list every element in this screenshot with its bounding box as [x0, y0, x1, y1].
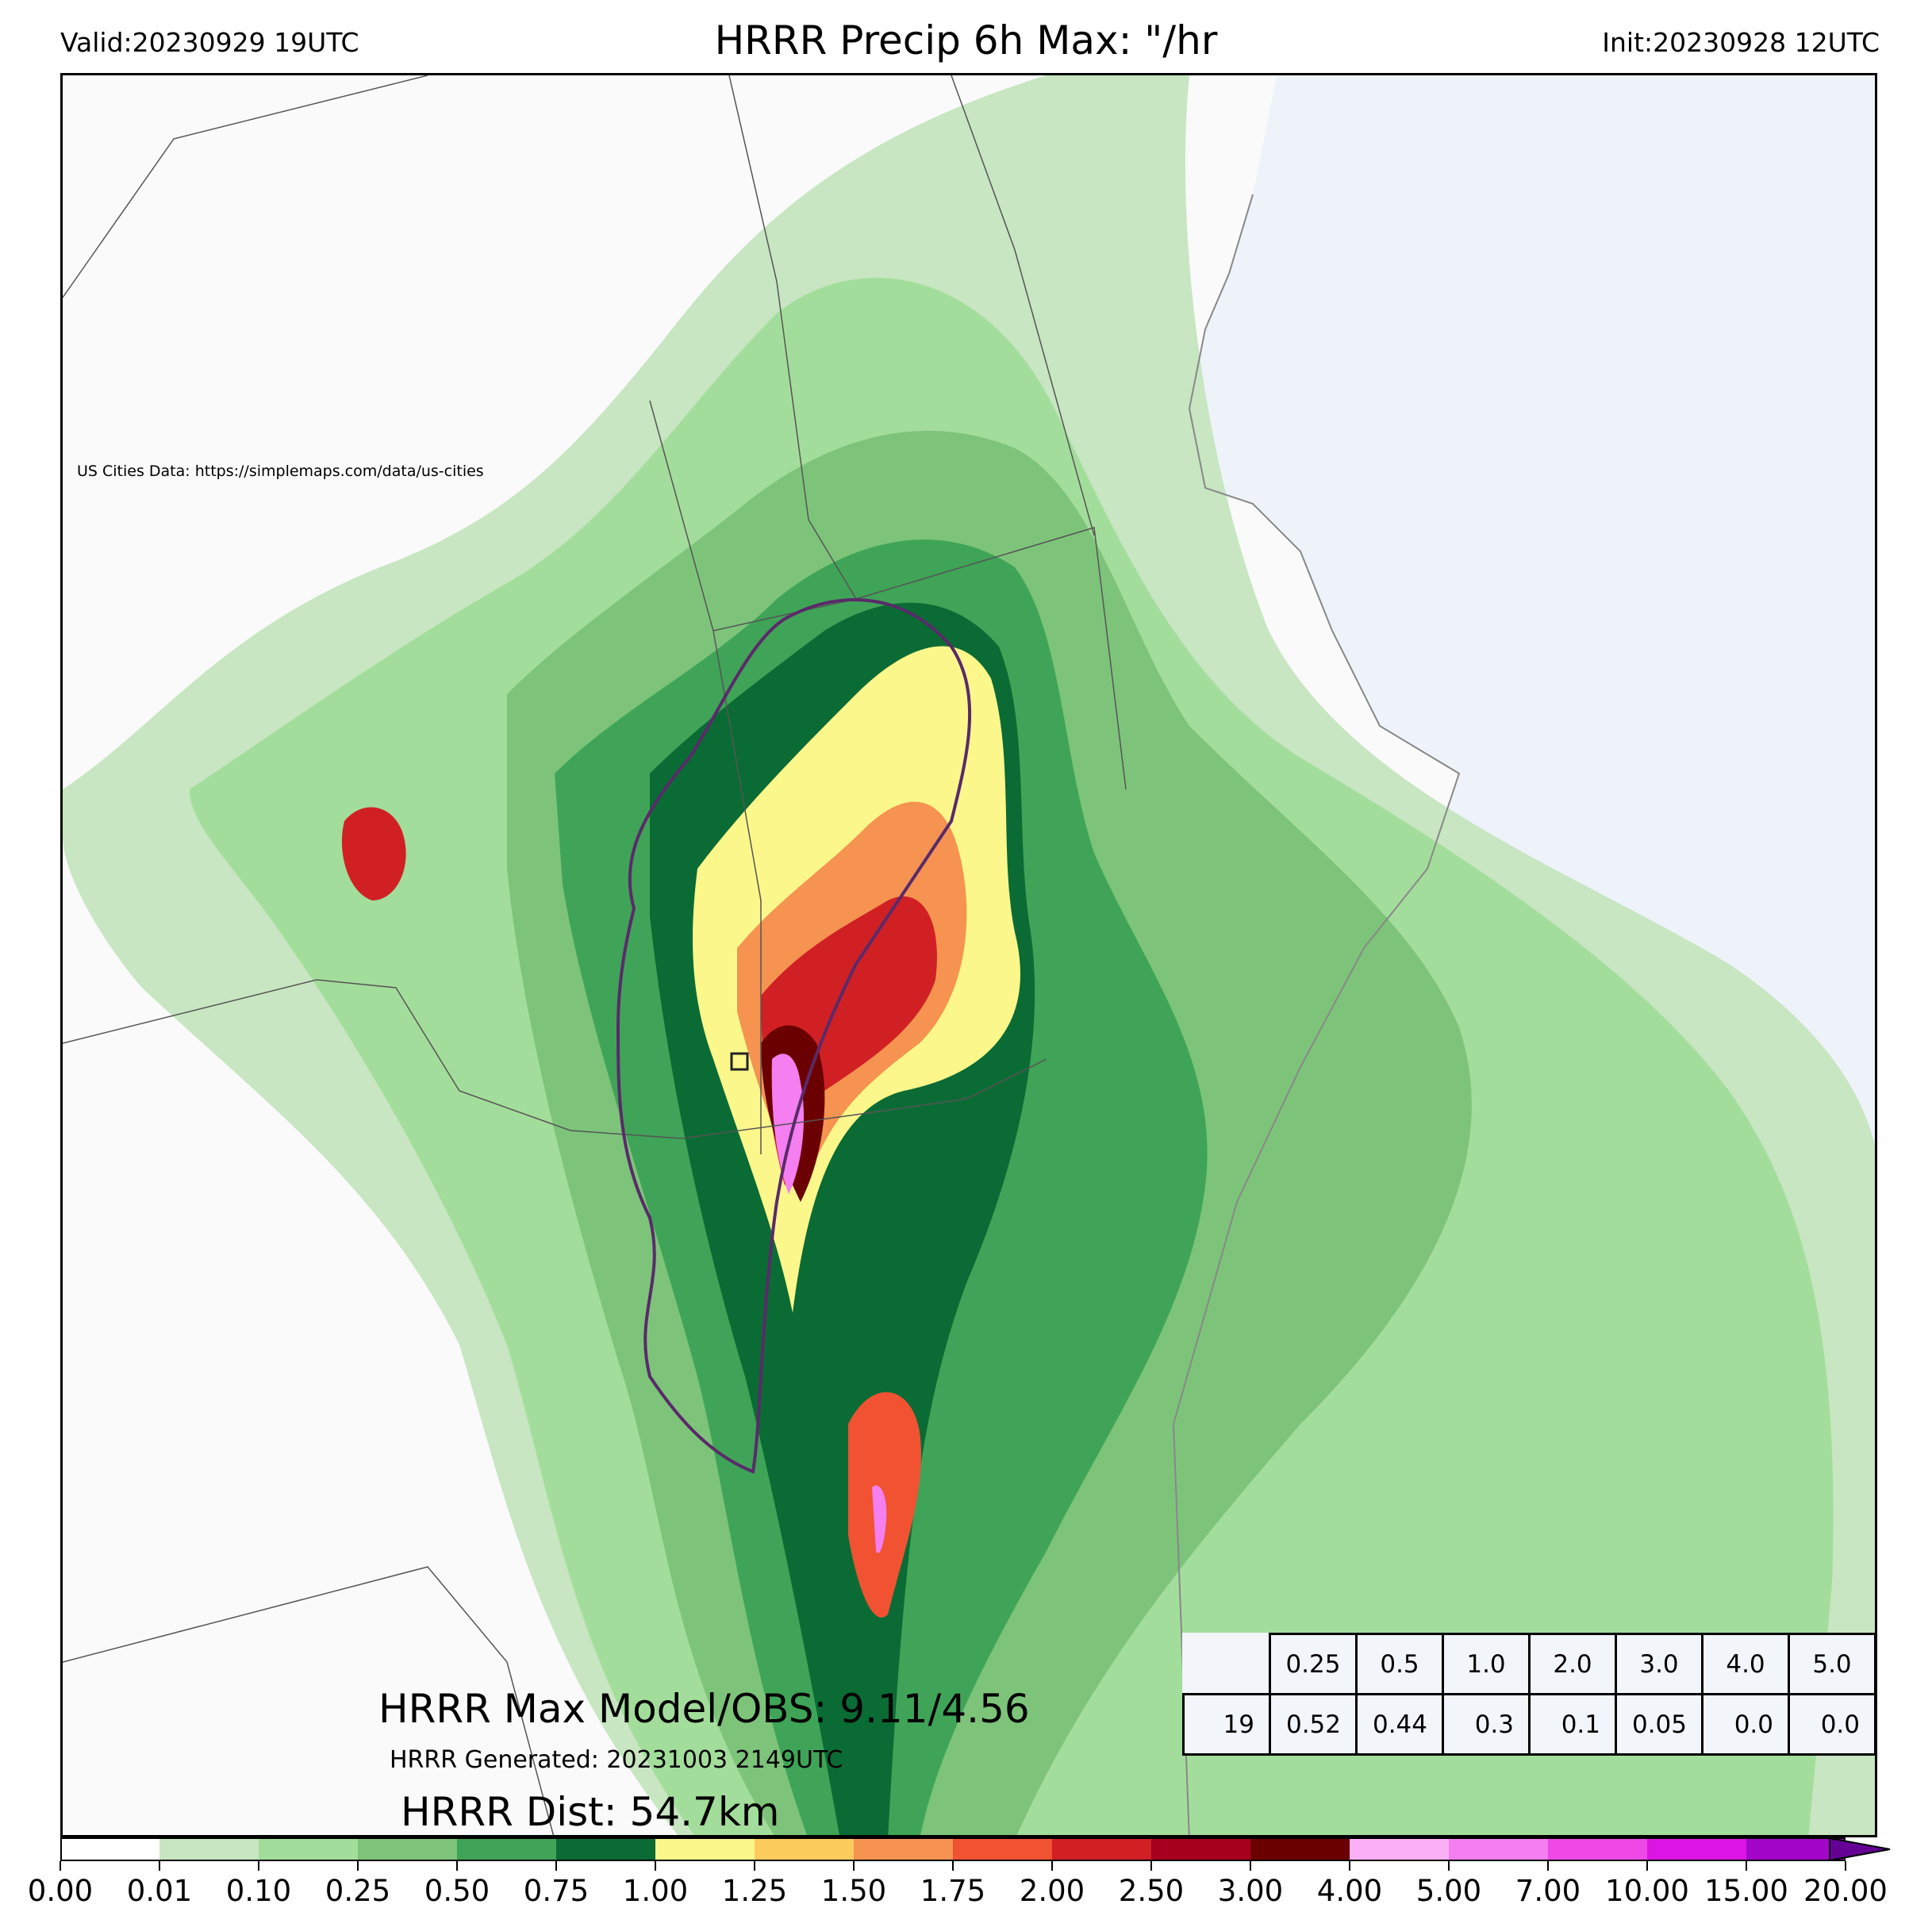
colorbar-tick [1746, 1861, 1747, 1871]
state-border-line [951, 75, 1095, 536]
generated-time-label: HRRR Generated: 20231003 2149UTC [390, 1746, 843, 1774]
value-cell: 0.44 [1355, 1693, 1444, 1756]
state-border-line [728, 75, 857, 600]
value-cell: 0.05 [1615, 1693, 1703, 1756]
max-model-obs-label: HRRR Max Model/OBS: 9.11/4.56 [378, 1686, 1030, 1732]
colorbar-tick [754, 1861, 755, 1871]
colorbar-tick [159, 1861, 160, 1871]
colorbar-tick-label: 2.00 [1019, 1874, 1085, 1908]
threshold-cell: 1.0 [1442, 1633, 1531, 1695]
value-cell: 0.0 [1701, 1693, 1790, 1756]
colorbar-tick [60, 1861, 61, 1871]
distance-label: HRRR Dist: 54.7km [401, 1789, 780, 1835]
colorbar-frame [60, 1837, 1891, 1861]
state-border-line [63, 75, 428, 298]
colorbar-tick [555, 1861, 557, 1871]
colorbar-tick [1150, 1861, 1152, 1871]
colorbar-tick-label: 0.01 [126, 1874, 193, 1908]
precip-shading [63, 75, 1875, 1835]
colorbar-tick-label: 1.00 [622, 1874, 689, 1908]
threshold-cell: 2.0 [1528, 1633, 1617, 1695]
threshold-value-row: 19 0.52 0.44 0.3 0.1 0.05 0.0 0.0 [1182, 1693, 1876, 1756]
colorbar-tick-label: 20.00 [1803, 1874, 1888, 1908]
table-corner [1184, 1634, 1270, 1695]
value-cell: 0.52 [1269, 1693, 1358, 1756]
row-label: 19 [1182, 1693, 1271, 1756]
colorbar-tick-label: 4.00 [1316, 1874, 1383, 1908]
obs-contour [616, 598, 972, 1474]
colorbar-tick-label: 1.50 [820, 1874, 887, 1908]
state-border-line [63, 1566, 555, 1835]
colorbar-segment [1250, 1837, 1350, 1861]
colorbar-tick-label: 1.75 [920, 1874, 986, 1908]
colorbar-tick-label: 0.75 [523, 1874, 590, 1908]
value-cell: 0.0 [1788, 1693, 1876, 1756]
colorbar-tick [1448, 1861, 1450, 1871]
colorbar-tick-label: 7.00 [1515, 1874, 1581, 1908]
obs-location-marker [730, 1052, 749, 1071]
map-canvas [63, 75, 1875, 1835]
colorbar-tick [853, 1861, 855, 1871]
colorbar-tick-label: 15.00 [1704, 1874, 1788, 1908]
colorbar-tick-label: 0.50 [424, 1874, 490, 1908]
state-borders [63, 75, 1127, 1835]
colorbar-tick-label: 1.25 [721, 1874, 788, 1908]
colorbar-tick-label: 0.10 [225, 1874, 292, 1908]
threshold-cell: 5.0 [1788, 1633, 1876, 1695]
precip-cell-west [341, 807, 406, 900]
precip-cell-south-core [872, 1485, 887, 1553]
state-border-line [63, 979, 682, 1139]
valid-time: Valid:20230929 19UTC [60, 27, 359, 58]
chart-title: HRRR Precip 6h Max: "/hr [714, 17, 1218, 63]
attribution-text: US Cities Data: https://simplemaps.com/d… [77, 463, 484, 480]
value-cell: 0.3 [1442, 1693, 1531, 1756]
colorbar-tick-label: 5.00 [1415, 1874, 1482, 1908]
state-border-line [649, 400, 762, 1154]
colorbar-tick [258, 1861, 259, 1871]
colorbar-tick [357, 1861, 359, 1871]
state-border-line [681, 1058, 1047, 1139]
precip-map: US Cities Data: https://simplemaps.com/d… [60, 73, 1877, 1837]
colorbar-tick-label: 3.00 [1217, 1874, 1284, 1908]
threshold-cell: 3.0 [1615, 1633, 1703, 1695]
colorbar-tick [1051, 1861, 1053, 1871]
colorbar-tick-label: 0.25 [325, 1874, 391, 1908]
coastline [1172, 194, 1461, 1835]
colorbar-tick [1250, 1861, 1251, 1871]
colorbar-tick [952, 1861, 954, 1871]
threshold-header-row: 0.25 0.5 1.0 2.0 3.0 4.0 5.0 [1184, 1633, 1876, 1695]
colorbar-tick [1845, 1861, 1846, 1871]
init-time: Init:20230928 12UTC [1602, 27, 1880, 58]
threshold-cell: 4.0 [1701, 1633, 1790, 1695]
colorbar-tick [1646, 1861, 1648, 1871]
colorbar-outline [60, 1837, 1846, 1861]
colorbar-tick [456, 1861, 458, 1871]
colorbar-tick-label: 0.00 [27, 1874, 94, 1908]
colorbar-tick-label: 10.00 [1605, 1874, 1689, 1908]
colorbar-extend-arrow [1829, 1837, 1891, 1861]
colorbar-tick-label: 2.50 [1118, 1874, 1185, 1908]
colorbar-tick [1349, 1861, 1350, 1871]
threshold-table: 0.25 0.5 1.0 2.0 3.0 4.0 5.0 19 0.52 0.4… [1182, 1633, 1876, 1756]
threshold-cell: 0.5 [1355, 1633, 1444, 1695]
value-cell: 0.1 [1528, 1693, 1617, 1756]
colorbar-tick [655, 1861, 656, 1871]
colorbar-tick [1547, 1861, 1549, 1871]
threshold-cell: 0.25 [1269, 1633, 1358, 1695]
